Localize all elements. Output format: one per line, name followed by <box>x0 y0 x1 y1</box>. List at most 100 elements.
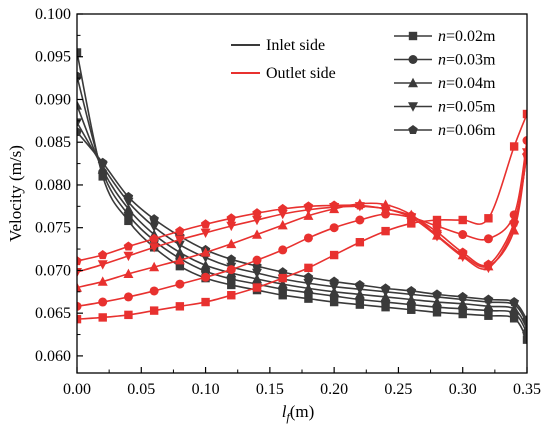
outlet-point-2-19 <box>522 136 527 146</box>
outlet-point-2-7 <box>226 265 236 275</box>
x-tick-label: 0.25 <box>384 381 412 398</box>
outlet-point-2-17 <box>483 234 493 244</box>
outlet-point-5-9 <box>277 203 288 213</box>
inlet-point-5-16 <box>457 291 468 301</box>
x-tick-label: 0.30 <box>449 381 477 398</box>
outlet-point-1-9 <box>278 273 287 283</box>
inlet-point-1-11 <box>329 297 339 307</box>
outlet-point-3-2 <box>97 276 108 286</box>
outlet-point-4-8 <box>252 215 262 226</box>
outlet-point-2-2 <box>98 297 108 307</box>
y-tick-label: 0.075 <box>35 220 71 237</box>
inlet-point-1-19 <box>522 335 527 344</box>
inlet-point-4-10 <box>303 279 314 289</box>
inlet-point-5-13 <box>380 283 391 293</box>
outlet-point-4-6 <box>200 228 211 239</box>
inlet-point-3-8 <box>252 273 262 284</box>
series-outlet-4 <box>77 148 527 278</box>
side-legend-2: Outlet side <box>231 65 336 82</box>
series-legend-2: n=0.03m <box>394 52 496 69</box>
y-tick-label: 0.100 <box>35 6 71 23</box>
series-legend-label: n=0.05m <box>438 99 496 116</box>
series-legend-label: n=0.06m <box>438 122 496 139</box>
y-tick-label: 0.060 <box>35 348 71 365</box>
series-legend-label: n=0.03m <box>438 52 496 69</box>
series-legend-label: n=0.04m <box>438 75 496 92</box>
series-legend-4: n=0.05m <box>394 99 496 116</box>
inlet-point-4-4 <box>149 222 160 233</box>
inlet-point-5-9 <box>277 267 288 277</box>
outlet-point-1-10 <box>304 263 313 273</box>
inlet-point-3-3 <box>123 203 134 214</box>
outlet-point-1-7 <box>227 291 236 300</box>
outlet-point-2-12 <box>355 215 365 225</box>
y-tick-label: 0.070 <box>35 262 71 279</box>
inlet-point-1-17 <box>484 311 493 320</box>
inlet-point-1-16 <box>458 309 467 319</box>
outlet-point-5-5 <box>175 226 185 236</box>
outlet-point-4-2 <box>97 260 108 270</box>
outlet-point-5-16 <box>457 247 468 257</box>
x-tick-label: 0.10 <box>192 381 220 398</box>
outlet-point-1-8 <box>252 283 262 292</box>
inlet-point-3-5 <box>174 247 185 257</box>
outlet-point-1-17 <box>484 214 493 223</box>
side-legend-label: Outlet side <box>266 65 336 82</box>
inlet-point-3-1 <box>77 100 82 110</box>
series-legend-3: n=0.04m <box>394 75 496 92</box>
series-outlet-5 <box>77 150 527 269</box>
outlet-point-5-15 <box>432 226 442 237</box>
outlet-point-5-4 <box>149 233 159 243</box>
outlet-point-3-7 <box>226 238 237 249</box>
y-axis-title: Velocity (m/s) <box>6 145 25 242</box>
inlet-point-5-10 <box>303 272 314 282</box>
outlet-point-1-1 <box>77 314 82 324</box>
outlet-point-3-9 <box>277 219 288 230</box>
outlet-point-1-2 <box>98 313 107 322</box>
inlet-point-5-19 <box>522 315 527 325</box>
outlet-point-5-13 <box>380 203 391 213</box>
series-layer <box>77 48 527 344</box>
outlet-point-2-8 <box>252 255 262 265</box>
inlet-point-1-15 <box>432 308 442 317</box>
outlet-point-5-19 <box>522 150 527 160</box>
outlet-point-2-10 <box>303 233 313 243</box>
outlet-point-1-19 <box>522 109 527 119</box>
outlet-point-5-6 <box>200 219 211 229</box>
series-legend-marker <box>408 55 418 64</box>
series-legend-marker <box>408 102 418 112</box>
outlet-point-5-2 <box>97 250 108 260</box>
outlet-point-3-6 <box>200 247 211 257</box>
inlet-point-1-7 <box>227 280 236 290</box>
outlet-point-3-8 <box>252 229 262 239</box>
legend-layer: Inlet side Outlet side n=0.02m n=0.03m n=0.0… <box>231 28 496 139</box>
outlet-point-5-3 <box>123 241 134 251</box>
outlet-point-2-15 <box>432 221 442 231</box>
outlet-point-2-9 <box>278 245 288 255</box>
inlet-point-5-2 <box>97 157 108 167</box>
side-legend-1: Inlet side <box>231 37 325 54</box>
y-tick-label: 0.095 <box>35 49 71 66</box>
series-legend-marker <box>408 31 418 41</box>
outlet-point-1-16 <box>458 215 467 225</box>
inlet-point-5-3 <box>123 191 134 201</box>
inlet-point-1-9 <box>278 291 287 300</box>
inlet-point-5-1 <box>77 126 82 136</box>
inlet-point-4-5 <box>174 240 185 250</box>
outlet-point-1-5 <box>175 302 185 311</box>
x-tick-label: 0.15 <box>256 381 284 398</box>
outlet-point-3-3 <box>123 268 134 279</box>
inlet-point-5-4 <box>149 214 159 224</box>
outlet-point-1-15 <box>432 215 442 225</box>
outlet-point-3-1 <box>77 282 82 292</box>
outlet-point-5-11 <box>329 200 339 210</box>
outlet-point-2-1 <box>77 301 82 311</box>
x-tick-label: 0.35 <box>513 381 541 398</box>
x-tick-label: 0.20 <box>320 381 348 398</box>
inlet-point-1-18 <box>509 314 519 323</box>
inlet-point-5-12 <box>355 279 365 289</box>
series-legend-label: n=0.02m <box>438 28 496 45</box>
inlet-point-5-17 <box>483 294 494 304</box>
x-tick-label: 0.00 <box>63 381 91 398</box>
outlet-point-1-18 <box>509 142 519 151</box>
